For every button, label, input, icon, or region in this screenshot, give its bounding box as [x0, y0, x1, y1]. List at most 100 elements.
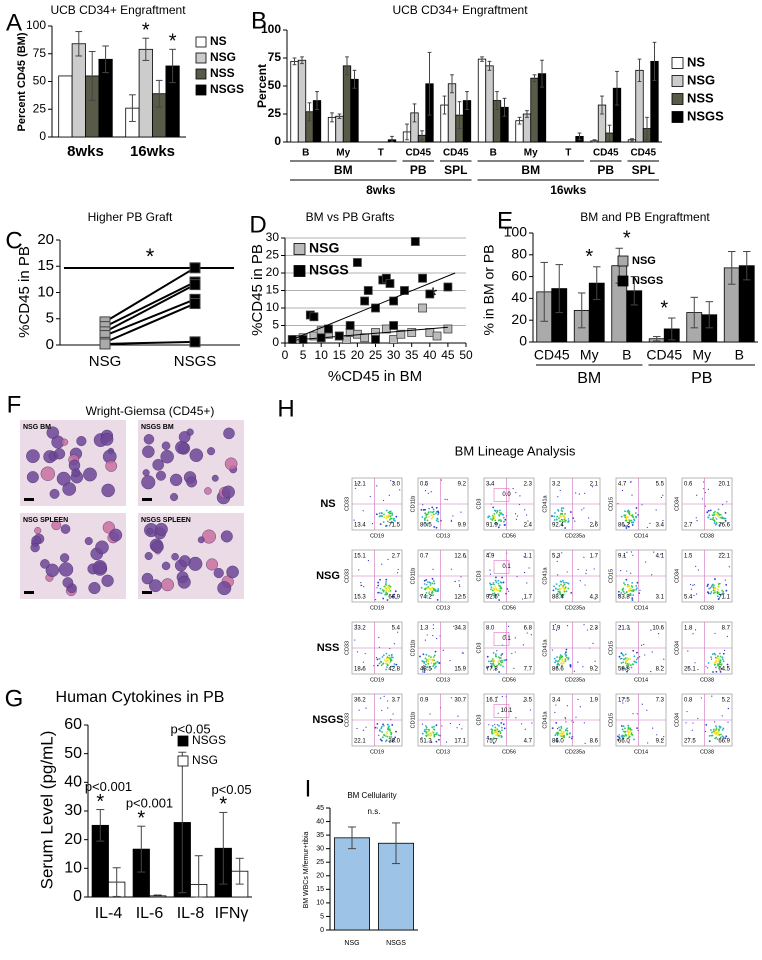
quadrant-value: 2.4: [524, 523, 533, 529]
event: [424, 728, 426, 731]
event: [491, 519, 494, 521]
event: [436, 598, 439, 601]
event: [521, 598, 524, 600]
event: [631, 524, 634, 526]
event: [556, 656, 558, 658]
series-line: [104, 283, 196, 333]
event: [531, 722, 533, 724]
flow-plot: [549, 621, 601, 675]
legend-swatch: [195, 68, 207, 80]
quadrant-value: 0.1: [502, 636, 511, 642]
event: [593, 568, 595, 570]
event: [566, 729, 569, 732]
event: [437, 511, 440, 514]
event: [433, 588, 436, 591]
event: [722, 592, 725, 595]
event: [434, 662, 437, 664]
event: [623, 582, 625, 584]
event: [620, 652, 623, 654]
bar: [58, 75, 73, 138]
event: [391, 595, 393, 598]
event: [726, 663, 729, 666]
event: [390, 517, 393, 520]
event: [628, 727, 630, 730]
event: [421, 737, 423, 739]
cell: [60, 524, 71, 534]
event: [383, 695, 385, 697]
event: [523, 700, 525, 702]
event: [712, 589, 715, 592]
event: [496, 729, 499, 732]
cell: [217, 581, 232, 596]
event: [504, 518, 507, 521]
event: [564, 718, 567, 720]
event: [629, 658, 631, 661]
event: [714, 516, 717, 519]
event: [382, 662, 385, 665]
event: [718, 658, 720, 660]
cell: [213, 567, 224, 579]
cell: [88, 582, 101, 595]
event: [421, 723, 424, 725]
event: [575, 716, 577, 718]
event: [628, 742, 630, 744]
event: [691, 729, 693, 731]
flow-plot: [615, 549, 667, 603]
event: [496, 731, 498, 734]
event: [438, 738, 440, 741]
cell: [46, 426, 60, 439]
event: [499, 587, 502, 590]
event: [428, 516, 431, 518]
event: [718, 593, 721, 596]
series-line: [104, 340, 196, 345]
event: [632, 713, 634, 715]
annotation: *: [623, 228, 631, 250]
event: [487, 515, 490, 518]
event: [628, 662, 631, 665]
event: [489, 484, 491, 486]
event: [391, 724, 394, 726]
event: [623, 731, 626, 733]
cell: [84, 537, 93, 546]
event: [621, 667, 624, 669]
event: [559, 515, 562, 518]
y-axis-label: Percent CD45 (BM): [16, 32, 28, 131]
event: [425, 483, 427, 485]
chart-title: BM vs PB Grafts: [306, 210, 395, 224]
event: [494, 596, 497, 599]
event: [558, 664, 561, 666]
event: [716, 588, 719, 591]
event: [497, 526, 500, 529]
event: [626, 662, 629, 665]
legend-label: NSG: [210, 50, 236, 64]
event: [515, 518, 518, 520]
event: [457, 715, 459, 717]
event: [652, 727, 654, 729]
event: [711, 653, 714, 656]
event: [427, 492, 429, 494]
cell: [226, 565, 239, 579]
panel-title: Wright-Giemsa (CD45+): [86, 404, 215, 418]
y-tick-label: 20: [64, 831, 82, 848]
event: [635, 658, 638, 661]
event: [433, 525, 436, 528]
event: [687, 737, 689, 739]
event: [721, 656, 724, 659]
event: [427, 511, 430, 513]
event: [632, 594, 635, 597]
event: [713, 662, 716, 664]
event: [434, 667, 436, 669]
event: [530, 634, 532, 636]
event: [435, 526, 438, 529]
event: [715, 727, 718, 729]
cell: [100, 432, 114, 446]
event: [719, 670, 722, 673]
event: [424, 657, 427, 660]
event: [556, 740, 559, 743]
annotation: *: [585, 246, 593, 268]
event: [391, 656, 394, 659]
event: [432, 594, 435, 597]
quadrant-value: 88.4: [552, 595, 564, 601]
flow-plot: [351, 549, 403, 603]
event: [434, 650, 437, 653]
